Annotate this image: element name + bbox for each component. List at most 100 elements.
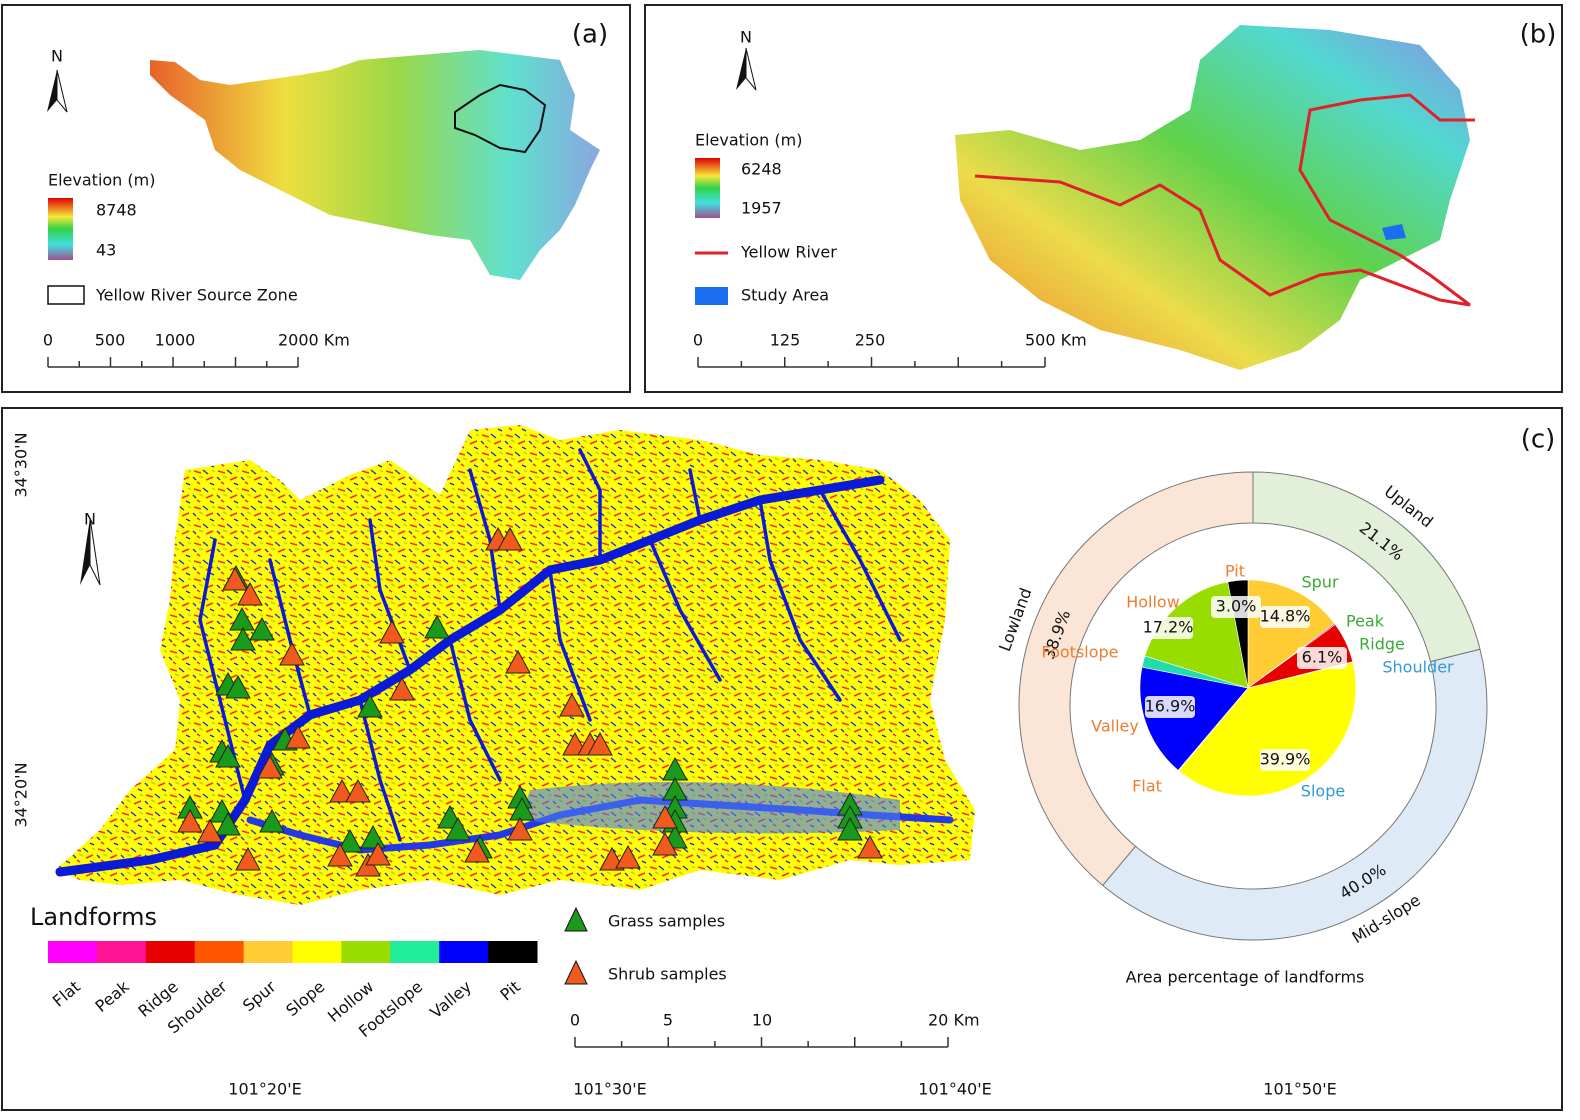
scale-label: 10 [752, 1011, 772, 1030]
grass-sample [259, 808, 285, 833]
north-arrow [736, 48, 746, 90]
value-label-box [1260, 749, 1310, 771]
panel-frame [644, 4, 1563, 393]
landform-swatch [488, 941, 538, 963]
elevation-low: 1957 [741, 199, 782, 218]
scale-label: 500 Km [1025, 331, 1087, 350]
latitude-label: 34°20'N [12, 762, 31, 827]
shrub-sample [257, 754, 283, 779]
landform-label: Valley [426, 977, 475, 1022]
north-arrow [56, 69, 68, 113]
slice-value-label: 3.0% [1216, 597, 1257, 616]
pie-chart: 21.1%Upland40.0%Mid-slope38.9%LowlandSpu… [995, 471, 1488, 947]
value-label-box [1211, 596, 1261, 618]
scale-label: 5 [663, 1011, 673, 1030]
shrub-sample [389, 676, 415, 701]
panel-label: (c) [1521, 425, 1556, 455]
basin-map [955, 25, 1470, 370]
scale-label: 0 [693, 331, 703, 350]
scale-label: 20 Km [928, 1011, 980, 1030]
legend-title: Elevation (m) [48, 171, 155, 190]
longitude-label: 101°30'E [573, 1080, 646, 1099]
landform-swatch [194, 941, 245, 963]
shrub-sample [505, 649, 531, 674]
slice-name: Flat [1132, 777, 1162, 796]
grass-legend-marker [564, 906, 588, 932]
shrub-sample [464, 838, 490, 863]
shrub-sample [329, 778, 355, 803]
elevation-ramp [48, 198, 73, 260]
river-label: Yellow River [740, 243, 837, 262]
study-area-label: Study Area [741, 286, 829, 305]
scale-bar: 0 5 10 20 Km [570, 1011, 980, 1048]
study-area [1382, 224, 1406, 240]
scale-bar: 0 500 1000 2000 Km [43, 331, 350, 368]
landform-swatch [390, 941, 440, 963]
grass-sample [360, 824, 386, 849]
slice-value-label: 6.1% [1302, 648, 1343, 667]
shrub-sample [237, 581, 263, 606]
slice-name: Pit [1225, 562, 1245, 581]
value-label-box [1145, 696, 1195, 718]
group-ring-segment [1102, 648, 1488, 941]
boundary-swatch [47, 285, 85, 305]
boundary-label: Yellow River Source Zone [95, 286, 298, 305]
longitude-label: 101°40'E [918, 1080, 991, 1099]
slice-name: Hollow [1126, 593, 1180, 612]
yellow-river [974, 93, 1475, 307]
slice-name: Peak [1346, 612, 1385, 631]
panel-label: (b) [1520, 20, 1557, 50]
elevation-high: 6248 [741, 160, 782, 179]
grass-sample [357, 693, 383, 718]
landform-label: Slope [282, 977, 328, 1020]
north-label: N [84, 510, 96, 529]
grass-sample [215, 811, 241, 836]
north-label: N [51, 47, 63, 66]
shrub-sample [235, 846, 261, 871]
landform-swatch [96, 941, 147, 963]
longitude-label: 101°50'E [1263, 1080, 1336, 1099]
shrub-sample [507, 816, 533, 841]
pie-slice [1139, 666, 1249, 771]
grass-sample [337, 828, 363, 853]
panel-frame [1, 4, 631, 393]
landform-swatch [145, 941, 196, 963]
pie-slice [1178, 662, 1357, 797]
study-area-swatch [695, 287, 728, 305]
slice-value-label: 16.9% [1145, 697, 1196, 716]
landform-label: Peak [91, 976, 133, 1015]
landform-swatch [439, 941, 489, 963]
grass-sample [424, 614, 450, 639]
landform-swatch [243, 941, 293, 963]
shrub-sample [345, 778, 371, 803]
slice-name: Shoulder [1382, 658, 1454, 677]
elevation-low: 43 [96, 241, 116, 260]
legend-title: Elevation (m) [695, 131, 802, 150]
slice-value-label: 14.8% [1260, 607, 1311, 626]
scale-label: 250 [855, 331, 886, 350]
north-arrow [89, 517, 101, 586]
shrub-sample [587, 731, 613, 756]
slice-name: Slope [1301, 782, 1345, 801]
valley-network [55, 448, 954, 877]
grass-label: Grass samples [608, 912, 725, 931]
shrub-sample [177, 808, 203, 833]
grass-sample [225, 674, 251, 699]
longitude-label: 101°20'E [228, 1080, 301, 1099]
shrub-sample [222, 566, 248, 591]
shrub-sample [197, 818, 223, 843]
landform-swatch [341, 941, 391, 963]
slice-name: Footslope [1041, 643, 1118, 662]
slice-value-label: 17.2% [1143, 618, 1194, 637]
scale-label: 500 [95, 331, 126, 350]
plateau-map [150, 50, 600, 280]
group-ring-segment [1018, 471, 1254, 887]
grass-sample [445, 816, 471, 841]
north-arrow [47, 70, 57, 112]
sample-markers [177, 526, 883, 877]
scale-label: 0 [43, 331, 53, 350]
value-label-box [1260, 606, 1310, 628]
